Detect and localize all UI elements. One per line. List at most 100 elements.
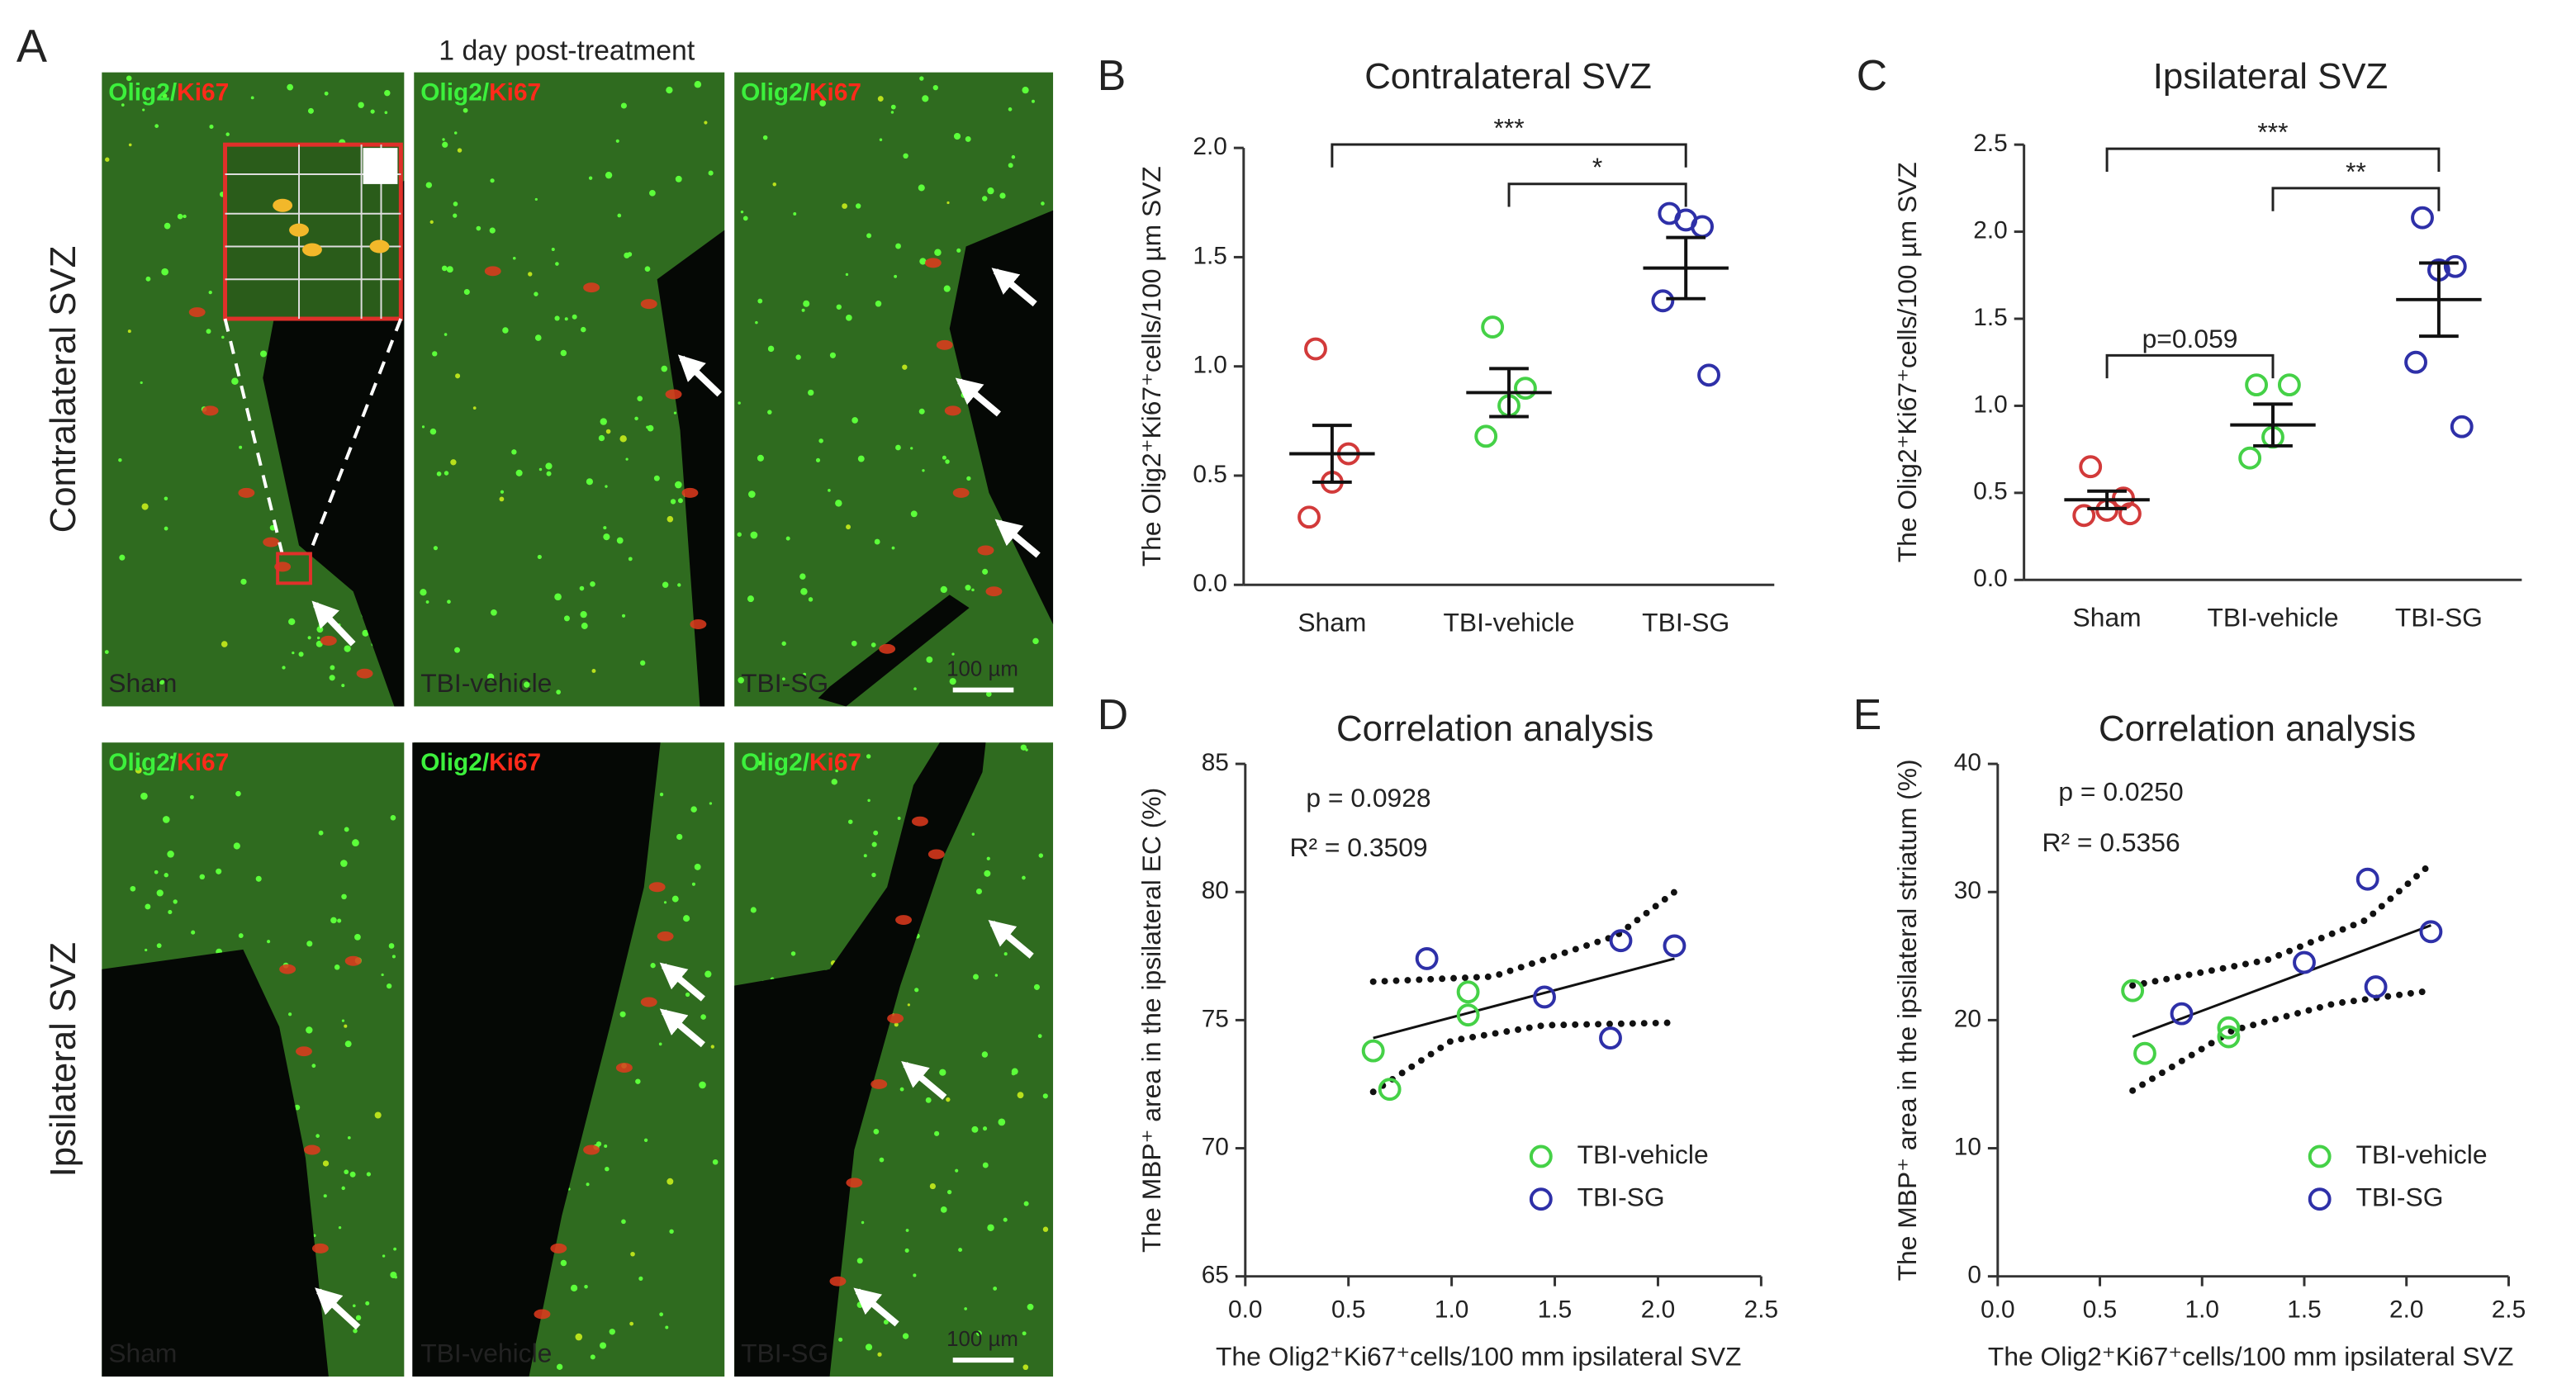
cell-speck xyxy=(1022,87,1029,94)
ki67-signal xyxy=(344,955,362,966)
micrograph xyxy=(414,72,725,707)
cell-speck xyxy=(500,490,505,494)
cell-speck xyxy=(463,289,470,296)
regression-line xyxy=(1373,957,1675,1040)
cell-speck xyxy=(159,679,165,685)
cell-speck xyxy=(976,1330,982,1337)
y-tick-label: 0.0 xyxy=(1973,565,2007,592)
cell-speck xyxy=(1027,1303,1034,1310)
cell-speck xyxy=(640,660,646,666)
condition-label: TBI-vehicle xyxy=(420,1339,552,1368)
cell-speck xyxy=(616,537,624,544)
cell-speck xyxy=(177,213,183,220)
cell-speck xyxy=(164,222,171,230)
cell-speck xyxy=(288,618,296,626)
cell-speck xyxy=(588,176,593,180)
cell-speck xyxy=(965,585,971,591)
cell-speck xyxy=(712,1159,719,1165)
y-axis-label: The MBP⁺ area in the ipsilateral EC (%) xyxy=(1136,788,1166,1253)
cell-speck xyxy=(619,435,627,443)
arrow xyxy=(315,1287,361,1330)
cell-speck xyxy=(828,489,831,492)
condition-label: TBI-SG xyxy=(741,668,828,698)
data-point xyxy=(2355,867,2379,891)
cell-speck xyxy=(450,459,457,466)
confidence-band xyxy=(1369,1019,1678,1096)
cell-speck xyxy=(1003,952,1008,956)
cell-speck xyxy=(167,851,174,858)
ki67-signal xyxy=(879,643,896,654)
data-point xyxy=(1599,1026,1622,1050)
ki67-signal xyxy=(640,299,657,310)
cell-speck xyxy=(982,1126,988,1131)
cell-speck xyxy=(477,96,482,100)
cell-speck xyxy=(446,266,453,273)
cell-speck xyxy=(800,588,808,595)
cell-speck xyxy=(581,326,586,333)
ki67-signal xyxy=(871,1078,888,1089)
y-tick-label: 0 xyxy=(1967,1262,1981,1289)
stain-part: / xyxy=(170,78,177,106)
cell-speck xyxy=(344,1169,349,1175)
cell-speck xyxy=(649,189,656,197)
ki67-signal xyxy=(977,545,994,556)
cell-speck xyxy=(603,533,610,541)
cell-speck xyxy=(847,819,853,824)
cell-speck xyxy=(170,756,173,759)
cell-speck xyxy=(815,457,821,462)
ki67-signal xyxy=(936,339,953,350)
ventricle xyxy=(949,210,1054,624)
cell-speck xyxy=(871,872,876,878)
ventricle xyxy=(657,230,725,707)
x-tick-label: 0.0 xyxy=(1981,1296,2014,1323)
ki67-signal xyxy=(615,1063,633,1073)
data-point xyxy=(2072,504,2096,528)
stain-part: Olig2 xyxy=(741,749,803,776)
cell-speck xyxy=(238,933,244,938)
cell-speck xyxy=(890,111,894,114)
cell-speck xyxy=(808,389,814,396)
cell-speck xyxy=(902,364,908,370)
ventricle xyxy=(102,949,329,1377)
y-axis-label: The Olig2⁺Ki67⁺cells/100 µm SVZ xyxy=(1892,162,1922,562)
statistic: R² = 0.3509 xyxy=(1289,832,1427,862)
cell-speck xyxy=(856,1301,864,1308)
stain-label: Olig2/Ki67 xyxy=(741,78,861,106)
y-tick-label: 20 xyxy=(1954,1005,1981,1032)
data-point xyxy=(2079,455,2103,479)
ki67-signal xyxy=(648,882,666,893)
cell-speck xyxy=(298,652,304,657)
cell-speck xyxy=(240,578,247,585)
cell-speck xyxy=(873,830,879,836)
cell-speck xyxy=(973,974,979,980)
error-bar xyxy=(2253,402,2293,448)
cell-speck xyxy=(661,365,668,372)
cell-speck xyxy=(564,317,568,321)
cell-speck xyxy=(918,408,925,415)
ki67-signal xyxy=(202,405,219,416)
inset-cell xyxy=(289,223,309,237)
cell-speck xyxy=(121,103,125,107)
stain-part: Olig2 xyxy=(741,78,803,106)
cell-speck xyxy=(322,1160,330,1167)
cell-speck xyxy=(767,410,772,415)
cell-speck xyxy=(546,471,552,476)
cell-speck xyxy=(570,1284,578,1291)
x-tick-label: 1.5 xyxy=(1538,1296,1572,1323)
cell-speck xyxy=(579,585,585,591)
cell-speck xyxy=(384,111,388,115)
cell-speck xyxy=(206,329,211,334)
cell-speck xyxy=(866,754,871,759)
cell-speck xyxy=(871,642,876,647)
cell-speck xyxy=(971,1126,979,1133)
cell-speck xyxy=(965,135,971,142)
statistic: p = 0.0928 xyxy=(1306,783,1430,813)
ki67-signal xyxy=(690,619,707,629)
cell-speck xyxy=(311,1064,316,1069)
arrow xyxy=(659,962,705,1002)
cell-speck xyxy=(863,854,867,858)
cell-speck xyxy=(1017,1092,1024,1099)
cell-speck xyxy=(1042,1093,1048,1099)
stain-part: Olig2 xyxy=(420,78,482,106)
